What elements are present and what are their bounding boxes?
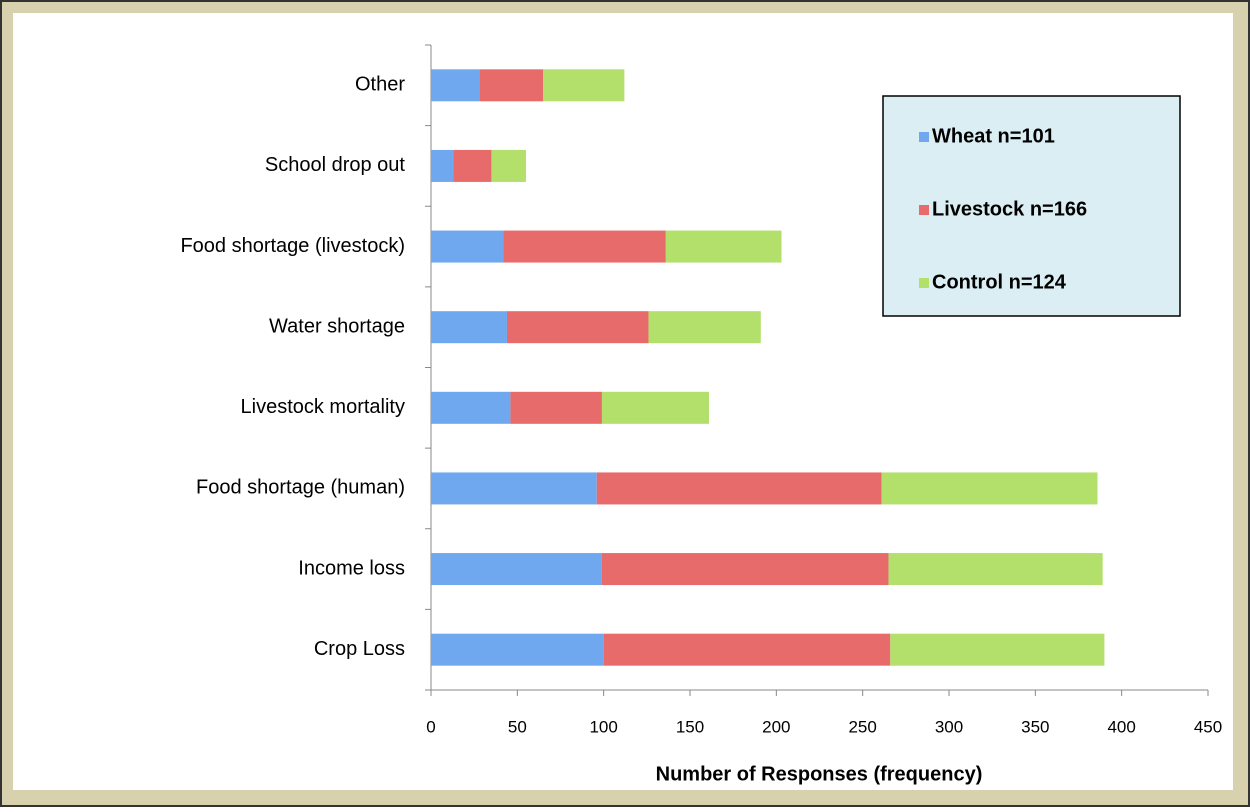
bar — [431, 553, 602, 586]
y-tick-label: Water shortage — [269, 315, 405, 337]
bar — [510, 391, 602, 424]
legend-box — [882, 95, 1181, 317]
bar — [601, 391, 709, 424]
legend-label: Control n=124 — [932, 271, 1067, 293]
bar — [596, 472, 882, 505]
bar — [431, 69, 480, 102]
bar — [431, 149, 454, 182]
bar — [491, 149, 526, 182]
legend-label: Livestock n=166 — [932, 198, 1087, 220]
bar — [479, 69, 544, 102]
legend-label: Wheat n=101 — [932, 125, 1055, 147]
x-tick-label: 450 — [1194, 717, 1222, 736]
y-tick-label: Other — [355, 74, 405, 96]
legend-swatch — [919, 278, 929, 288]
y-tick-label: Crop Loss — [314, 638, 405, 660]
bar — [503, 230, 666, 263]
y-tick-label: Income loss — [298, 557, 405, 579]
bar — [601, 553, 889, 586]
bar — [888, 553, 1103, 586]
x-tick-label: 250 — [848, 717, 876, 736]
bar — [881, 472, 1098, 505]
bar — [431, 230, 504, 263]
y-tick-label: Food shortage (human) — [196, 477, 405, 499]
bar — [506, 311, 649, 344]
bar — [890, 633, 1105, 666]
bar — [431, 472, 597, 505]
x-tick-label: 50 — [508, 717, 527, 736]
bar — [603, 633, 891, 666]
x-axis-title: Number of Responses (frequency) — [656, 763, 983, 785]
x-tick-label: 150 — [676, 717, 704, 736]
x-tick-label: 100 — [589, 717, 617, 736]
bar — [431, 633, 604, 666]
y-tick-label: School drop out — [265, 154, 406, 176]
legend-swatch — [919, 132, 929, 142]
bar — [453, 149, 492, 182]
x-tick-label: 300 — [935, 717, 963, 736]
bar — [648, 311, 761, 344]
x-tick-label: 200 — [762, 717, 790, 736]
bar — [543, 69, 625, 102]
y-tick-label: Food shortage (livestock) — [180, 235, 405, 257]
x-tick-label: 400 — [1107, 717, 1135, 736]
x-tick-label: 350 — [1021, 717, 1049, 736]
bar — [431, 311, 507, 344]
legend-swatch — [919, 205, 929, 215]
x-tick-label: 0 — [426, 717, 435, 736]
y-tick-label: Livestock mortality — [241, 396, 406, 418]
bar — [431, 391, 511, 424]
bar — [665, 230, 782, 263]
